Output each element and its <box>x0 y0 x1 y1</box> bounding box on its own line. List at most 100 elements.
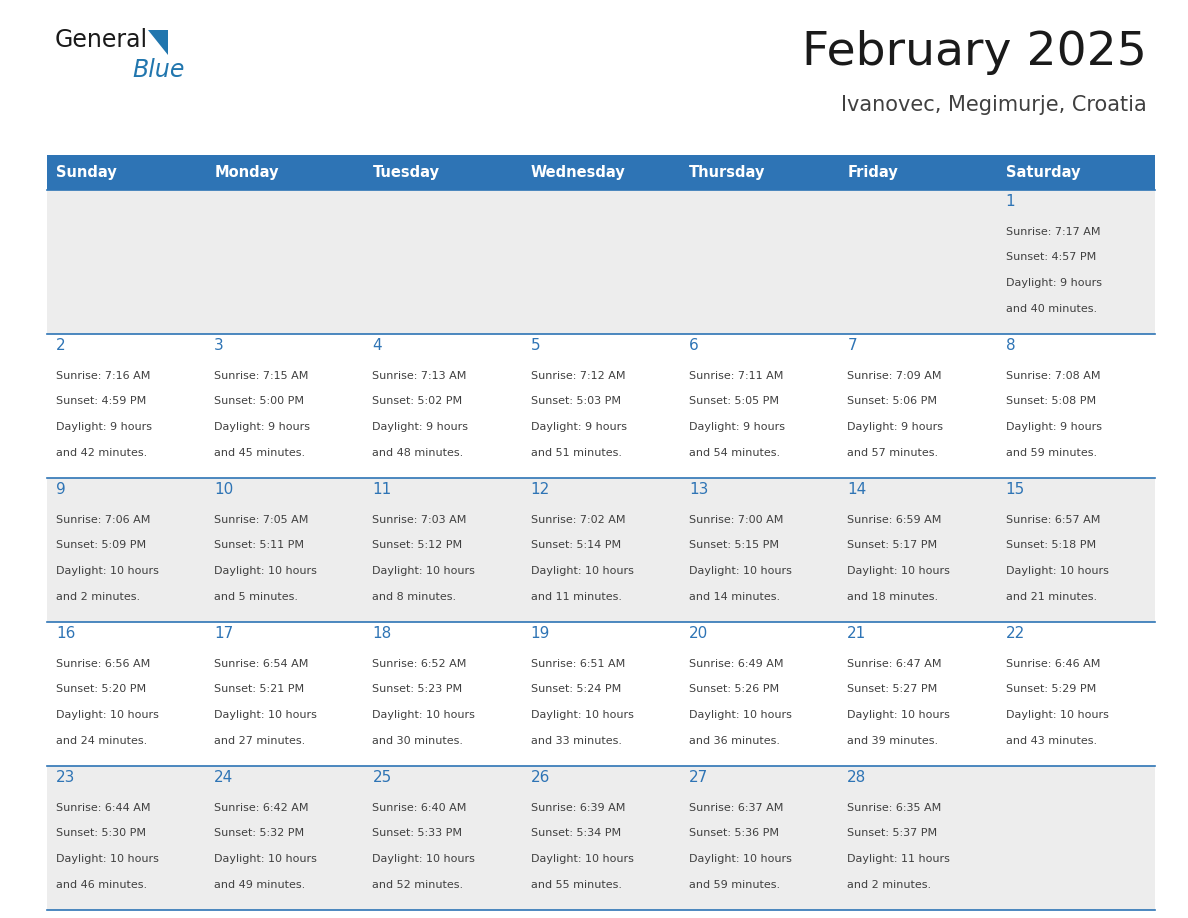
Text: Thursday: Thursday <box>689 165 765 180</box>
Text: Sunset: 5:34 PM: Sunset: 5:34 PM <box>531 828 621 838</box>
Text: Sunset: 5:33 PM: Sunset: 5:33 PM <box>372 828 462 838</box>
Text: Sunrise: 7:00 AM: Sunrise: 7:00 AM <box>689 515 783 524</box>
Bar <box>839 334 997 478</box>
Text: and 14 minutes.: and 14 minutes. <box>689 592 781 602</box>
Text: Daylight: 10 hours: Daylight: 10 hours <box>847 711 950 721</box>
Text: Sunset: 5:29 PM: Sunset: 5:29 PM <box>1005 685 1095 694</box>
Bar <box>206 622 364 766</box>
Text: Daylight: 10 hours: Daylight: 10 hours <box>56 855 159 865</box>
Text: and 18 minutes.: and 18 minutes. <box>847 592 939 602</box>
Text: 23: 23 <box>56 770 75 785</box>
Bar <box>839 622 997 766</box>
Text: Sunrise: 6:59 AM: Sunrise: 6:59 AM <box>847 515 942 524</box>
Text: Sunrise: 7:11 AM: Sunrise: 7:11 AM <box>689 371 783 381</box>
Text: General: General <box>55 28 148 52</box>
Bar <box>839 155 997 190</box>
Text: and 2 minutes.: and 2 minutes. <box>56 592 140 602</box>
Bar <box>997 334 1155 478</box>
Text: Daylight: 11 hours: Daylight: 11 hours <box>847 855 950 865</box>
Text: and 27 minutes.: and 27 minutes. <box>214 736 305 746</box>
Text: Sunday: Sunday <box>56 165 116 180</box>
Text: Daylight: 9 hours: Daylight: 9 hours <box>531 422 627 432</box>
Bar <box>681 334 839 478</box>
Bar <box>48 190 206 334</box>
Text: Daylight: 9 hours: Daylight: 9 hours <box>56 422 152 432</box>
Text: and 57 minutes.: and 57 minutes. <box>847 448 939 458</box>
Text: and 55 minutes.: and 55 minutes. <box>531 880 621 890</box>
Text: Daylight: 10 hours: Daylight: 10 hours <box>689 855 792 865</box>
Text: Sunset: 5:15 PM: Sunset: 5:15 PM <box>689 541 779 551</box>
Bar <box>997 190 1155 334</box>
Text: Daylight: 10 hours: Daylight: 10 hours <box>1005 711 1108 721</box>
Bar <box>839 766 997 910</box>
Text: Daylight: 10 hours: Daylight: 10 hours <box>689 711 792 721</box>
Text: Daylight: 9 hours: Daylight: 9 hours <box>372 422 468 432</box>
Text: Sunset: 5:08 PM: Sunset: 5:08 PM <box>1005 397 1095 407</box>
Bar <box>681 190 839 334</box>
Bar <box>364 622 522 766</box>
Text: Daylight: 9 hours: Daylight: 9 hours <box>1005 278 1101 288</box>
Text: 2: 2 <box>56 338 65 353</box>
Text: Tuesday: Tuesday <box>372 165 440 180</box>
Text: Sunrise: 6:57 AM: Sunrise: 6:57 AM <box>1005 515 1100 524</box>
Text: Daylight: 9 hours: Daylight: 9 hours <box>689 422 785 432</box>
Text: Sunrise: 6:44 AM: Sunrise: 6:44 AM <box>56 802 151 812</box>
Text: Daylight: 10 hours: Daylight: 10 hours <box>372 566 475 577</box>
Text: Sunset: 5:02 PM: Sunset: 5:02 PM <box>372 397 462 407</box>
Text: Daylight: 10 hours: Daylight: 10 hours <box>847 566 950 577</box>
Text: Daylight: 10 hours: Daylight: 10 hours <box>56 566 159 577</box>
Text: Sunset: 5:05 PM: Sunset: 5:05 PM <box>689 397 779 407</box>
Text: 8: 8 <box>1005 338 1016 353</box>
Bar <box>364 190 522 334</box>
Text: Sunrise: 6:35 AM: Sunrise: 6:35 AM <box>847 802 942 812</box>
Bar <box>206 334 364 478</box>
Text: and 51 minutes.: and 51 minutes. <box>531 448 621 458</box>
Text: Sunrise: 6:40 AM: Sunrise: 6:40 AM <box>372 802 467 812</box>
Bar <box>681 766 839 910</box>
Bar <box>522 155 681 190</box>
Text: Sunset: 5:17 PM: Sunset: 5:17 PM <box>847 541 937 551</box>
Text: Sunrise: 7:13 AM: Sunrise: 7:13 AM <box>372 371 467 381</box>
Text: 24: 24 <box>214 770 233 785</box>
Text: Sunset: 5:37 PM: Sunset: 5:37 PM <box>847 828 937 838</box>
Text: Sunset: 5:09 PM: Sunset: 5:09 PM <box>56 541 146 551</box>
Text: Sunrise: 6:54 AM: Sunrise: 6:54 AM <box>214 658 309 668</box>
Text: Sunset: 4:59 PM: Sunset: 4:59 PM <box>56 397 146 407</box>
Text: Sunset: 5:27 PM: Sunset: 5:27 PM <box>847 685 937 694</box>
Text: 7: 7 <box>847 338 857 353</box>
Text: Monday: Monday <box>214 165 279 180</box>
Bar <box>48 155 206 190</box>
Text: February 2025: February 2025 <box>802 30 1146 75</box>
Text: Ivanovec, Megimurje, Croatia: Ivanovec, Megimurje, Croatia <box>841 95 1146 115</box>
Text: Sunset: 5:14 PM: Sunset: 5:14 PM <box>531 541 621 551</box>
Text: Sunset: 5:11 PM: Sunset: 5:11 PM <box>214 541 304 551</box>
Text: Daylight: 10 hours: Daylight: 10 hours <box>689 566 792 577</box>
Text: and 45 minutes.: and 45 minutes. <box>214 448 305 458</box>
Text: Daylight: 9 hours: Daylight: 9 hours <box>847 422 943 432</box>
Text: and 30 minutes.: and 30 minutes. <box>372 736 463 746</box>
Text: Daylight: 10 hours: Daylight: 10 hours <box>531 711 633 721</box>
Text: Sunrise: 7:06 AM: Sunrise: 7:06 AM <box>56 515 150 524</box>
Bar <box>522 334 681 478</box>
Text: Blue: Blue <box>132 58 184 82</box>
Text: and 43 minutes.: and 43 minutes. <box>1005 736 1097 746</box>
Bar <box>681 155 839 190</box>
Bar <box>522 190 681 334</box>
Text: 19: 19 <box>531 626 550 641</box>
Bar <box>48 478 206 622</box>
Text: and 2 minutes.: and 2 minutes. <box>847 880 931 890</box>
Text: and 24 minutes.: and 24 minutes. <box>56 736 147 746</box>
Text: Sunset: 5:20 PM: Sunset: 5:20 PM <box>56 685 146 694</box>
Text: Sunrise: 6:37 AM: Sunrise: 6:37 AM <box>689 802 783 812</box>
Text: Daylight: 10 hours: Daylight: 10 hours <box>531 566 633 577</box>
Text: Sunset: 5:23 PM: Sunset: 5:23 PM <box>372 685 462 694</box>
Text: Sunset: 5:12 PM: Sunset: 5:12 PM <box>372 541 462 551</box>
Text: Sunrise: 7:09 AM: Sunrise: 7:09 AM <box>847 371 942 381</box>
Bar <box>839 478 997 622</box>
Text: Sunset: 5:00 PM: Sunset: 5:00 PM <box>214 397 304 407</box>
Text: 12: 12 <box>531 482 550 497</box>
Text: Sunset: 5:30 PM: Sunset: 5:30 PM <box>56 828 146 838</box>
Text: Sunset: 4:57 PM: Sunset: 4:57 PM <box>1005 252 1095 263</box>
Bar <box>522 478 681 622</box>
Text: 28: 28 <box>847 770 866 785</box>
